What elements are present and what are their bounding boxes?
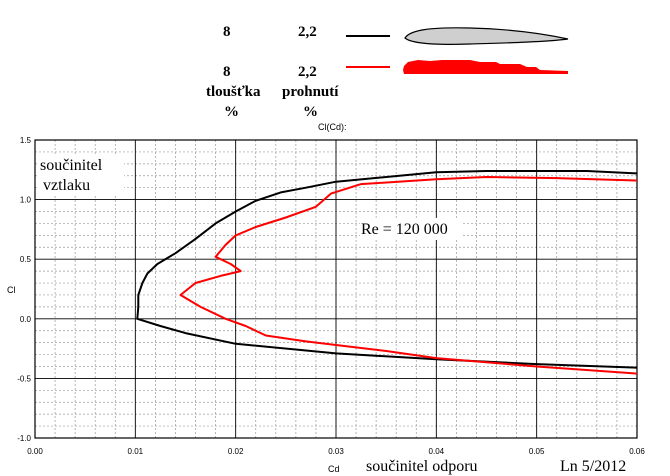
y-tick-label: 1.0 (20, 196, 32, 205)
y-tick-label: -0.5 (17, 374, 31, 383)
thickness-unit: % (224, 104, 239, 120)
x-tick-label: 0.04 (429, 447, 445, 456)
x-tick-label: 0.06 (629, 447, 645, 456)
credit-label: Ln 5/2012 (560, 458, 626, 475)
reynolds-label: Re = 120 000 (361, 221, 448, 238)
camber-unit: % (303, 104, 318, 120)
series-line-2 (179, 176, 638, 375)
reynolds-bg (360, 218, 462, 240)
y-tick-label: 1.5 (20, 136, 32, 145)
x-tick-label: 0.00 (27, 447, 43, 456)
y-desc-line2: vztlaku (43, 177, 90, 194)
row2-thickness: 8 (223, 64, 231, 80)
camber-label: prohnutí (282, 84, 339, 100)
thickness-label: tloušťka (206, 84, 261, 100)
row1-thickness: 8 (223, 24, 231, 40)
y-tick-label: 0.0 (20, 315, 32, 324)
grid (35, 140, 637, 438)
x-desc: součinitel odporu (366, 458, 478, 475)
y-tick-label: -1.0 (17, 434, 31, 443)
y-axis-label: Cl (7, 285, 16, 295)
x-tick-label: 0.05 (529, 447, 545, 456)
plot-frame (34, 139, 638, 439)
x-axis-label: Cd (328, 464, 340, 474)
annotation-group: součinitel vztlaku Re = 120 000 součinit… (38, 154, 626, 475)
x-tick-label: 0.01 (128, 447, 144, 456)
series-line-1 (136, 170, 638, 369)
thin-airfoil-icon (404, 27, 569, 45)
chart-title: Cl(Cd): (318, 122, 347, 132)
stepped-airfoil-icon (403, 60, 568, 74)
row1-camber: 2,2 (298, 24, 317, 40)
x-tick-label: 0.02 (228, 447, 244, 456)
x-tick-label: 0.03 (328, 447, 344, 456)
axes: 0.00 0.01 0.02 0.03 0.04 0.05 0.06 1.5 1.0 0.5 0.0… (17, 136, 645, 456)
series-group (136, 170, 638, 375)
annotation-bg (38, 154, 124, 196)
y-tick-label: 0.5 (20, 255, 32, 264)
y-desc-line1: součinitel (40, 157, 103, 174)
row2-camber: 2,2 (298, 64, 317, 80)
